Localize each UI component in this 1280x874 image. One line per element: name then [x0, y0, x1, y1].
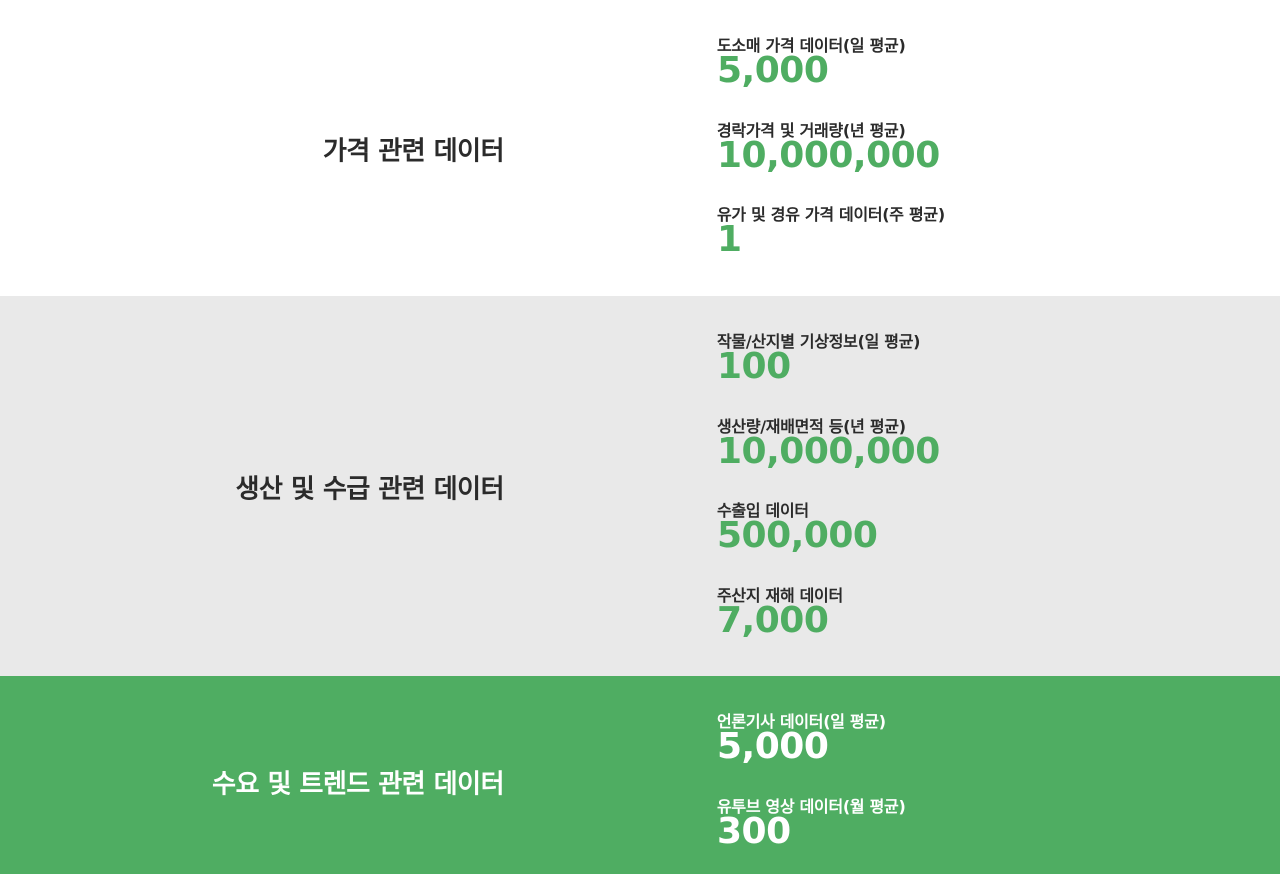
section-title: 수요 및 트렌드 관련 데이터 — [212, 769, 504, 800]
stat-value: 5,000 — [717, 726, 829, 767]
production-supply-data-section: 생산 및 수급 관련 데이터 작물/산지별 기상정보(일 평균) 100 생산량… — [0, 296, 1280, 676]
stat-value: 500,000 — [717, 515, 878, 557]
section-title: 생산 및 수급 관련 데이터 — [235, 474, 505, 505]
stat-label: 경락가격 및 거래량(년 평균) — [717, 120, 906, 140]
section-title: 가격 관련 데이터 — [322, 136, 505, 167]
stat-label: 수출입 데이터 — [717, 501, 809, 521]
stat-label: 언론기사 데이터(일 평균) — [717, 712, 886, 731]
demand-trend-data-section: 수요 및 트렌드 관련 데이터 언론기사 데이터(일 평균) 5,000 유투브… — [0, 676, 1280, 874]
stat-label: 유가 및 경유 가격 데이터(주 평균) — [717, 205, 945, 225]
stat-value: 100 — [717, 346, 791, 387]
stat-label: 주산지 재해 데이터 — [717, 586, 843, 606]
stat-label: 작물/산지별 기상정보(일 평균) — [717, 332, 921, 351]
stat-value: 7,000 — [717, 600, 829, 642]
price-data-section: 가격 관련 데이터 도소매 가격 데이터(일 평균) 5,000 경락가격 및 … — [0, 0, 1280, 296]
stat-label: 생산량/재배면적 등(년 평균) — [717, 416, 906, 436]
stat-value: 1 — [717, 219, 742, 261]
stat-value: 300 — [717, 810, 791, 852]
stat-label: 유투브 영상 데이터(월 평균) — [717, 796, 906, 816]
stat-value: 10,000,000 — [717, 134, 940, 176]
stat-value: 10,000,000 — [717, 430, 940, 472]
stat-value: 5,000 — [717, 50, 829, 91]
stat-label: 도소매 가격 데이터(일 평균) — [717, 36, 906, 55]
